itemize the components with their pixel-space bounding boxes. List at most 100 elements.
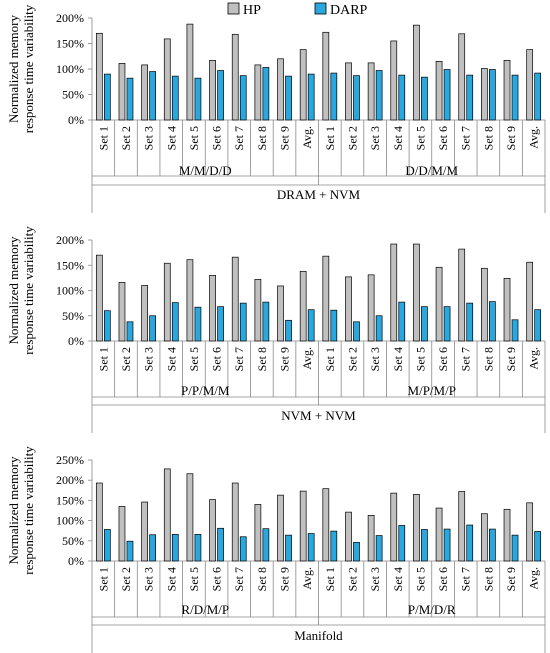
y-tick-label: 200% bbox=[56, 11, 84, 25]
x-tick-label: Set 3 bbox=[368, 126, 382, 150]
x-tick-label: Set 5 bbox=[413, 347, 427, 371]
bar-darp bbox=[194, 306, 202, 342]
y-axis-label-line-1: Normalized memory bbox=[6, 15, 21, 123]
bar-hp bbox=[390, 492, 398, 562]
y-tick-label: 200% bbox=[56, 233, 84, 247]
bar-hp bbox=[481, 68, 488, 121]
y-tick-label: 50% bbox=[62, 534, 84, 548]
bar-darp bbox=[489, 301, 496, 342]
group-label: M/M/D/D bbox=[179, 163, 232, 178]
bar-hp bbox=[413, 243, 420, 342]
bar-darp bbox=[330, 530, 338, 562]
bar-darp bbox=[194, 533, 202, 562]
y-axis-label: Normalized memoryresponse time variabili… bbox=[6, 446, 36, 575]
bar-darp bbox=[285, 534, 292, 562]
bar-hp bbox=[299, 490, 307, 562]
bar-hp bbox=[345, 511, 352, 562]
bar-darp bbox=[534, 531, 542, 562]
bar-hp bbox=[118, 63, 126, 121]
x-tick-label: Set 8 bbox=[481, 126, 495, 150]
x-tick-label: Set 2 bbox=[119, 567, 133, 591]
x-tick-label: Set 2 bbox=[345, 126, 359, 150]
x-tick-label: Set 3 bbox=[142, 126, 156, 150]
bar-darp bbox=[511, 534, 519, 562]
y-tick-label: 150% bbox=[56, 37, 84, 51]
y-axis-label-line-1: Normalized memory bbox=[6, 456, 21, 564]
x-tick-label: Set 3 bbox=[368, 567, 382, 591]
x-tick-label: Set 9 bbox=[278, 567, 292, 591]
x-tick-label: Set 1 bbox=[96, 567, 110, 591]
legend-swatch-hp bbox=[227, 2, 240, 15]
bar-darp bbox=[262, 301, 270, 342]
bar-darp bbox=[421, 76, 428, 121]
bar-hp bbox=[345, 62, 352, 121]
bar-darp bbox=[398, 74, 406, 121]
bar-darp bbox=[353, 321, 360, 342]
bar-darp bbox=[330, 309, 338, 342]
bar-hp bbox=[163, 262, 171, 342]
bar-hp bbox=[526, 261, 534, 342]
x-tick-label: Set 6 bbox=[436, 567, 450, 591]
bar-darp bbox=[217, 527, 224, 562]
y-tick-label: 100% bbox=[56, 62, 84, 76]
x-tick-label: Set 9 bbox=[278, 347, 292, 371]
x-tick-label: Set 9 bbox=[278, 126, 292, 150]
x-tick-label: Set 7 bbox=[459, 347, 473, 371]
y-tick-label: 0% bbox=[68, 334, 84, 348]
y-tick-label: 50% bbox=[62, 88, 84, 102]
legend-label-hp: HP bbox=[243, 3, 261, 18]
chart-panel-2: Normalized memoryresponse time variabili… bbox=[6, 226, 546, 433]
x-tick-label: Avg. bbox=[300, 347, 314, 370]
bar-hp bbox=[503, 508, 511, 562]
section-label: Manifold bbox=[294, 628, 343, 643]
bar-darp bbox=[126, 540, 134, 562]
bar-hp bbox=[231, 256, 239, 342]
bar-darp bbox=[511, 319, 519, 342]
x-tick-label: Set 6 bbox=[210, 126, 224, 150]
x-tick-label: Set 2 bbox=[345, 347, 359, 371]
bar-darp bbox=[239, 302, 247, 342]
bar-hp bbox=[95, 32, 103, 121]
bar-hp bbox=[277, 494, 284, 562]
bar-darp bbox=[511, 74, 519, 121]
bar-hp bbox=[390, 40, 398, 121]
bar-darp bbox=[285, 319, 292, 342]
bar-darp bbox=[307, 309, 315, 342]
x-tick-label: Set 7 bbox=[232, 347, 246, 371]
bar-darp bbox=[375, 535, 383, 562]
x-tick-label: Set 5 bbox=[187, 347, 201, 371]
bar-hp bbox=[299, 270, 307, 342]
y-tick-label: 0% bbox=[68, 554, 84, 568]
bar-hp bbox=[95, 254, 103, 342]
bar-hp bbox=[254, 279, 262, 342]
bar-hp bbox=[254, 64, 262, 121]
y-tick-label: 200% bbox=[56, 473, 84, 487]
bar-darp bbox=[239, 536, 247, 562]
y-tick-label: 100% bbox=[56, 284, 84, 298]
bar-darp bbox=[149, 315, 156, 342]
bar-darp bbox=[262, 67, 270, 121]
x-tick-label: Set 8 bbox=[255, 567, 269, 591]
bar-darp bbox=[466, 524, 474, 562]
bar-hp bbox=[367, 514, 375, 562]
bar-hp bbox=[413, 24, 420, 121]
bar-darp bbox=[534, 72, 542, 121]
group-label: M/P/M/P bbox=[408, 383, 456, 398]
bar-hp bbox=[526, 502, 534, 562]
bar-darp bbox=[489, 69, 496, 121]
y-tick-label: 250% bbox=[56, 453, 84, 467]
bar-hp bbox=[503, 59, 511, 121]
bar-hp bbox=[481, 267, 488, 342]
bar-hp bbox=[186, 473, 194, 562]
bar-darp bbox=[103, 73, 111, 121]
x-tick-label: Set 4 bbox=[391, 567, 405, 591]
bar-hp bbox=[231, 482, 239, 562]
bar-hp bbox=[526, 49, 534, 121]
bar-hp bbox=[277, 58, 284, 121]
group-label: D/D/M/M bbox=[405, 163, 458, 178]
x-tick-label: Set 5 bbox=[187, 567, 201, 591]
section-label: DRAM + NVM bbox=[277, 187, 361, 202]
x-tick-label: Set 5 bbox=[413, 567, 427, 591]
x-tick-label: Set 1 bbox=[323, 347, 337, 371]
